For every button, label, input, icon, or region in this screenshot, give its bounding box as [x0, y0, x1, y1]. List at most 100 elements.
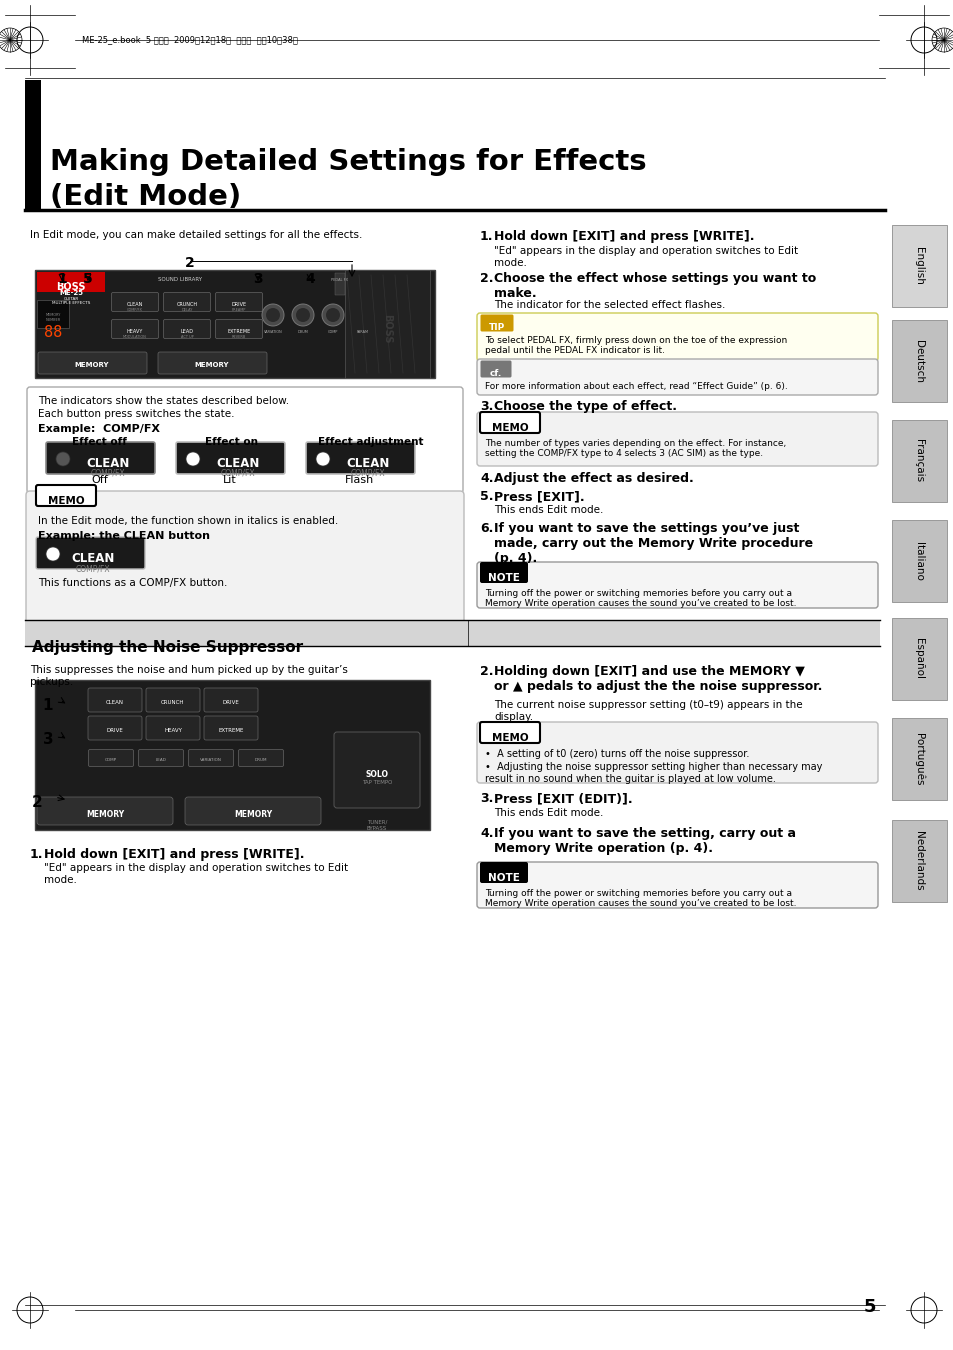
- Text: 5: 5: [83, 271, 92, 286]
- Text: TAP TEMPO: TAP TEMPO: [361, 780, 392, 784]
- FancyBboxPatch shape: [163, 293, 211, 312]
- Text: Flash: Flash: [345, 475, 375, 485]
- Text: 3.: 3.: [479, 400, 493, 413]
- Text: 3: 3: [253, 271, 262, 286]
- Text: 88: 88: [44, 325, 62, 340]
- FancyBboxPatch shape: [480, 360, 511, 378]
- FancyBboxPatch shape: [476, 359, 877, 396]
- Text: 6.: 6.: [479, 522, 493, 535]
- Text: 1.: 1.: [30, 848, 44, 861]
- Text: The indicator for the selected effect flashes.: The indicator for the selected effect fl…: [494, 300, 724, 310]
- FancyBboxPatch shape: [89, 749, 133, 767]
- Text: "Ed" appears in the display and operation switches to Edit
mode.: "Ed" appears in the display and operatio…: [494, 246, 798, 267]
- Text: VARIATION: VARIATION: [263, 329, 282, 333]
- Text: CRUNCH: CRUNCH: [161, 701, 185, 705]
- Text: Example: the CLEAN button: Example: the CLEAN button: [38, 531, 210, 541]
- Text: 2: 2: [185, 256, 194, 270]
- Bar: [25, 620, 879, 647]
- Text: 4: 4: [305, 271, 314, 286]
- FancyBboxPatch shape: [480, 315, 513, 332]
- Text: Nederlands: Nederlands: [914, 832, 923, 891]
- Bar: [891, 618, 946, 701]
- Text: EXTREME: EXTREME: [218, 728, 243, 733]
- Bar: [891, 225, 946, 306]
- Text: MEMORY
NUMBER: MEMORY NUMBER: [45, 313, 61, 321]
- Text: Italiano: Italiano: [914, 541, 923, 580]
- Text: MEMO: MEMO: [48, 495, 84, 506]
- FancyBboxPatch shape: [238, 749, 283, 767]
- Bar: [891, 420, 946, 502]
- Text: MEMORY: MEMORY: [233, 810, 272, 819]
- Text: CLEAN: CLEAN: [127, 302, 143, 306]
- Text: DRUM: DRUM: [254, 757, 267, 761]
- Text: SOUND LIBRARY: SOUND LIBRARY: [158, 277, 202, 282]
- Text: NOTE: NOTE: [488, 572, 519, 583]
- Text: 4.: 4.: [479, 472, 493, 485]
- Text: Making Detailed Settings for Effects: Making Detailed Settings for Effects: [50, 148, 646, 176]
- Text: DELAY: DELAY: [181, 308, 193, 312]
- FancyBboxPatch shape: [334, 732, 419, 809]
- Bar: [891, 718, 946, 801]
- Text: (Edit Mode): (Edit Mode): [50, 184, 241, 211]
- Circle shape: [315, 452, 330, 466]
- Circle shape: [56, 452, 70, 466]
- Circle shape: [352, 304, 374, 325]
- Text: The number of types varies depending on the effect. For instance,
setting the CO: The number of types varies depending on …: [484, 439, 785, 459]
- Text: COMP/FX: COMP/FX: [75, 564, 111, 572]
- FancyBboxPatch shape: [479, 562, 527, 583]
- Text: CLEAN: CLEAN: [71, 552, 114, 566]
- Text: SOLO: SOLO: [365, 769, 388, 779]
- Text: To select PEDAL FX, firmly press down on the toe of the expression
pedal until t: To select PEDAL FX, firmly press down on…: [484, 336, 786, 355]
- FancyBboxPatch shape: [476, 313, 877, 360]
- Text: If you want to save the setting, carry out a
Memory Write operation (p. 4).: If you want to save the setting, carry o…: [494, 828, 795, 855]
- Text: Press [EXIT].: Press [EXIT].: [494, 490, 584, 504]
- Text: COMP: COMP: [105, 757, 117, 761]
- Text: GUITAR: GUITAR: [63, 297, 78, 301]
- Text: MEMO: MEMO: [491, 733, 528, 743]
- Circle shape: [295, 308, 310, 323]
- Circle shape: [292, 304, 314, 325]
- FancyBboxPatch shape: [476, 863, 877, 909]
- Text: COMP/FX: COMP/FX: [351, 468, 385, 478]
- Text: CLEAN: CLEAN: [106, 701, 124, 705]
- Text: Choose the type of effect.: Choose the type of effect.: [494, 400, 677, 413]
- Text: Choose the effect whose settings you want to
make.: Choose the effect whose settings you wan…: [494, 271, 816, 300]
- Circle shape: [355, 308, 370, 323]
- Text: In the Edit mode, the function shown in italics is enabled.: In the Edit mode, the function shown in …: [38, 516, 338, 526]
- Text: 2.: 2.: [479, 666, 493, 678]
- Text: MEMORY: MEMORY: [74, 362, 110, 369]
- Text: 5: 5: [862, 1297, 876, 1316]
- Text: VARIATION: VARIATION: [200, 757, 222, 761]
- Text: This ends Edit mode.: This ends Edit mode.: [494, 809, 602, 818]
- Text: Lit: Lit: [223, 475, 236, 485]
- FancyBboxPatch shape: [38, 352, 147, 374]
- FancyBboxPatch shape: [306, 441, 415, 474]
- FancyBboxPatch shape: [46, 441, 154, 474]
- FancyBboxPatch shape: [479, 722, 539, 742]
- Text: LEAD: LEAD: [180, 329, 193, 333]
- Text: MEMORY: MEMORY: [194, 362, 229, 369]
- Circle shape: [326, 308, 339, 323]
- Text: PARAM: PARAM: [356, 329, 369, 333]
- Text: CLEAN: CLEAN: [86, 458, 130, 470]
- Text: Effect on: Effect on: [205, 437, 257, 447]
- FancyBboxPatch shape: [163, 320, 211, 339]
- Text: 5.: 5.: [479, 490, 493, 504]
- Bar: [891, 819, 946, 902]
- FancyBboxPatch shape: [112, 293, 158, 312]
- Bar: [891, 320, 946, 402]
- Text: CLEAN: CLEAN: [216, 458, 259, 470]
- FancyBboxPatch shape: [476, 722, 877, 783]
- Text: COMP: COMP: [328, 329, 337, 333]
- Text: Deutsch: Deutsch: [914, 339, 923, 382]
- Bar: [891, 520, 946, 602]
- Text: •  Adjusting the noise suppressor setting higher than necessary may
result in no: • Adjusting the noise suppressor setting…: [484, 761, 821, 783]
- Text: Effect adjustment: Effect adjustment: [317, 437, 423, 447]
- Text: EXTREME: EXTREME: [227, 329, 251, 333]
- FancyBboxPatch shape: [185, 796, 320, 825]
- Text: TIP: TIP: [488, 323, 504, 332]
- Text: BOSS: BOSS: [381, 315, 392, 344]
- Text: Turning off the power or switching memories before you carry out a
Memory Write : Turning off the power or switching memor…: [484, 589, 796, 609]
- Text: Adjust the effect as desired.: Adjust the effect as desired.: [494, 472, 693, 485]
- FancyBboxPatch shape: [476, 562, 877, 608]
